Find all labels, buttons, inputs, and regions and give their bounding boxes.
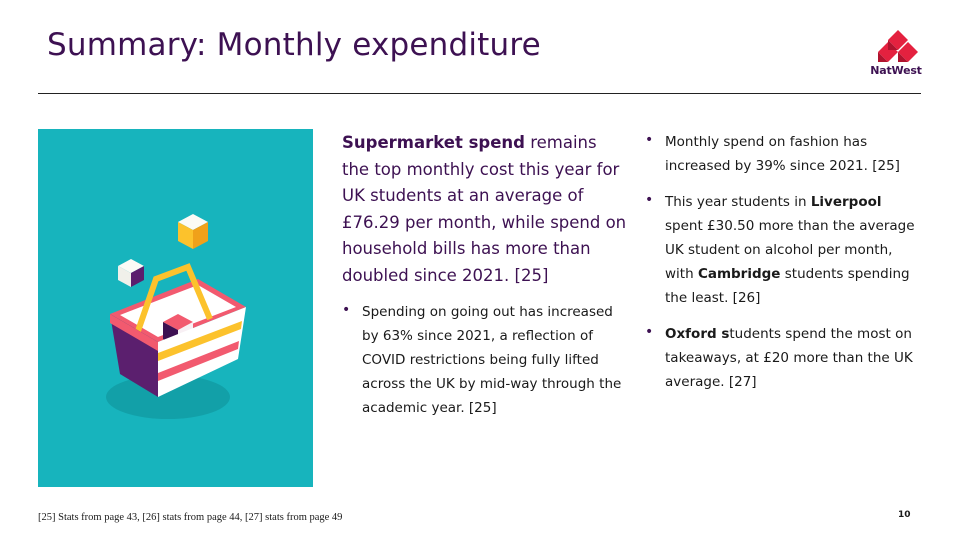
list-item: • Oxford students spend the most on takea… (645, 322, 920, 394)
list-item: • Spending on going out has increased by … (342, 300, 632, 420)
list-item: • Monthly spend on fashion has increased … (645, 130, 920, 178)
lead-text: remains the top monthly cost this year f… (342, 133, 627, 285)
cube-icon (118, 259, 144, 287)
page-number: 10 (898, 510, 911, 520)
left-bullet-list: • Spending on going out has increased by … (342, 300, 632, 420)
bullet-icon: • (645, 192, 654, 208)
basket-front-shape (110, 314, 158, 397)
bullet-icon: • (342, 302, 351, 318)
lead-paragraph: Supermarket spend remains the top monthl… (342, 130, 627, 289)
bullet-icon: • (645, 324, 654, 340)
page-title: Summary: Monthly expenditure (47, 27, 541, 63)
shadow-shape (106, 375, 230, 419)
list-item: • This year students in Liverpool spent £… (645, 190, 920, 310)
basket-illustration (38, 129, 313, 487)
cube-icon (178, 214, 208, 249)
brand-name: NatWest (870, 64, 922, 77)
lead-bold: Supermarket spend (342, 133, 525, 152)
bullet-icon: • (645, 132, 654, 148)
title-divider (38, 93, 921, 94)
natwest-logo-icon (878, 30, 918, 62)
basket-handle-shape (135, 263, 213, 332)
right-bullet-list: • Monthly spend on fashion has increased … (645, 130, 920, 406)
footnote: [25] Stats from page 43, [26] stats from… (38, 512, 343, 523)
